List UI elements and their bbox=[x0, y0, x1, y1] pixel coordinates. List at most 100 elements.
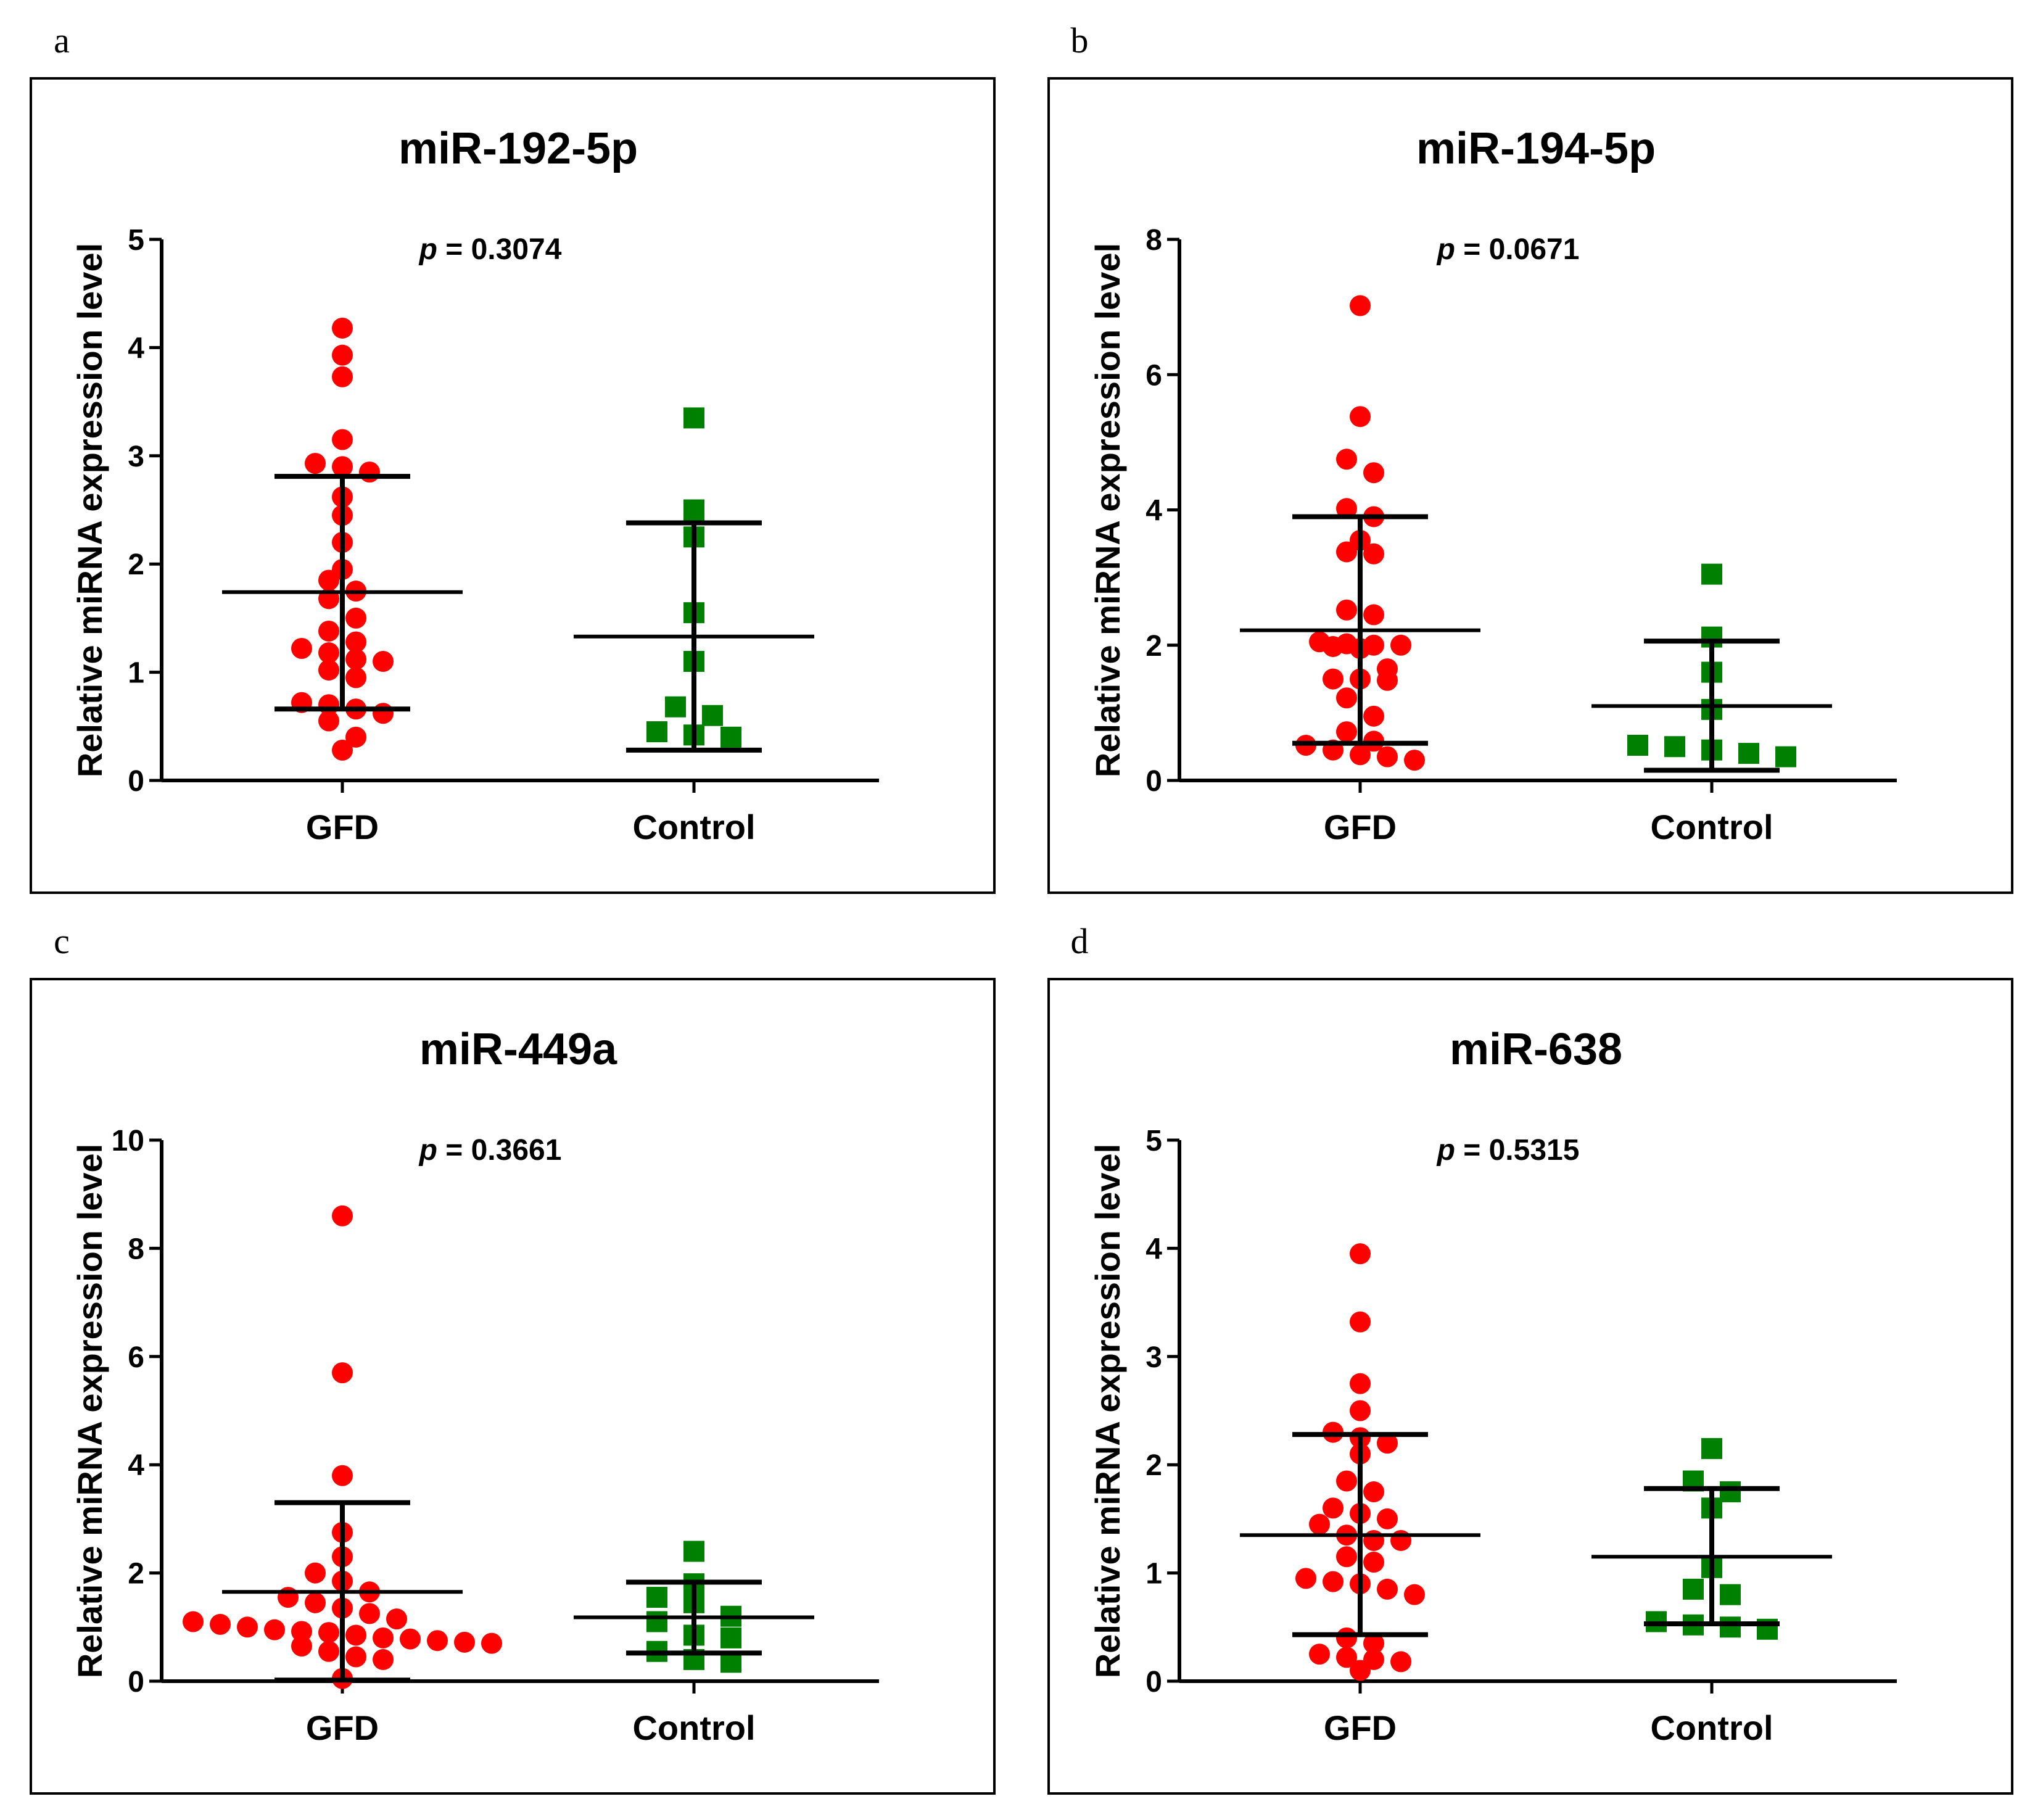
data-point bbox=[1363, 1529, 1384, 1551]
data-point bbox=[318, 1640, 339, 1662]
data-point bbox=[720, 1627, 741, 1648]
data-point bbox=[1336, 687, 1357, 709]
data-point bbox=[373, 1627, 394, 1648]
data-point bbox=[481, 1632, 502, 1654]
data-point bbox=[305, 1592, 326, 1613]
p-value-symbol: p bbox=[1436, 1134, 1455, 1167]
data-point bbox=[345, 726, 366, 748]
y-tick-label: 2 bbox=[1145, 1449, 1162, 1482]
panel-letter: c bbox=[54, 921, 70, 961]
data-point bbox=[1775, 746, 1796, 767]
data-point bbox=[1323, 1571, 1344, 1592]
y-axis-label: Relative miRNA expression level bbox=[1088, 243, 1127, 777]
data-point bbox=[1323, 668, 1344, 690]
data-point bbox=[400, 1628, 421, 1650]
y-tick-label: 10 bbox=[112, 1125, 144, 1157]
data-point bbox=[683, 499, 704, 521]
data-point bbox=[1336, 1647, 1357, 1668]
data-point bbox=[291, 1621, 312, 1642]
data-point bbox=[332, 366, 353, 387]
data-point bbox=[318, 660, 339, 681]
y-tick-label: 0 bbox=[1145, 765, 1162, 798]
data-point bbox=[1720, 1616, 1741, 1638]
data-point bbox=[1627, 734, 1648, 756]
y-axis-label: Relative miRNA expression level bbox=[70, 1144, 109, 1678]
series-gfd bbox=[222, 317, 463, 761]
data-point bbox=[318, 710, 339, 732]
chart-title: miR-194-5p bbox=[1416, 124, 1656, 173]
data-point bbox=[1701, 563, 1722, 585]
y-axis-label: Relative miRNA expression level bbox=[70, 243, 109, 777]
data-point bbox=[1377, 1508, 1398, 1529]
y-tick-label: 3 bbox=[128, 441, 144, 473]
data-point bbox=[1363, 705, 1384, 727]
data-point bbox=[278, 1587, 299, 1608]
data-point bbox=[1404, 1584, 1425, 1605]
data-point bbox=[1350, 295, 1371, 316]
p-value-text: = 0.5315 bbox=[1455, 1134, 1580, 1167]
y-tick-label: 6 bbox=[128, 1341, 144, 1374]
y-tick-label: 2 bbox=[1145, 630, 1162, 663]
data-point bbox=[332, 456, 353, 478]
data-point bbox=[332, 344, 353, 366]
data-point bbox=[373, 703, 394, 724]
panel-frame bbox=[1047, 978, 2013, 1795]
y-tick-label: 8 bbox=[1145, 224, 1162, 257]
data-point bbox=[646, 1587, 667, 1608]
data-point bbox=[237, 1616, 258, 1638]
x-tick-label: Control bbox=[1650, 808, 1773, 846]
data-point bbox=[427, 1630, 448, 1652]
data-point bbox=[720, 726, 741, 748]
series-control bbox=[574, 1541, 814, 1673]
data-point bbox=[332, 1205, 353, 1226]
data-point bbox=[318, 1622, 339, 1644]
y-tick-label: 0 bbox=[1145, 1666, 1162, 1698]
data-point bbox=[1350, 406, 1371, 428]
y-tick-label: 2 bbox=[128, 548, 144, 581]
data-point bbox=[1363, 1552, 1384, 1573]
data-point bbox=[1336, 633, 1357, 655]
data-point bbox=[646, 721, 667, 743]
data-point bbox=[318, 694, 339, 716]
x-tick-label: GFD bbox=[306, 808, 379, 846]
y-tick-label: 5 bbox=[128, 224, 144, 257]
data-point bbox=[683, 407, 704, 429]
data-point bbox=[345, 1646, 366, 1668]
p-value-annotation: p = 0.0671 bbox=[1436, 233, 1580, 266]
panels: a miR-192-5p p = 0.3074 Relative miRNA expr… bbox=[30, 20, 2013, 1795]
panel-d: d miR-638 p = 0.5315 Relative miRNA express… bbox=[1047, 921, 2013, 1795]
data-point bbox=[359, 461, 380, 483]
data-point bbox=[1377, 1578, 1398, 1600]
data-point bbox=[1336, 599, 1357, 621]
data-point bbox=[345, 607, 366, 629]
series-control bbox=[1591, 563, 1832, 773]
y-tick-label: 3 bbox=[1145, 1341, 1162, 1374]
panel-letter: d bbox=[1071, 921, 1089, 961]
data-point bbox=[1336, 498, 1357, 519]
data-point bbox=[1390, 1529, 1411, 1551]
data-point bbox=[332, 1465, 353, 1486]
series-control bbox=[1591, 1437, 1832, 1640]
data-point bbox=[1350, 1400, 1371, 1421]
series-gfd bbox=[1240, 295, 1480, 771]
data-point bbox=[1336, 1470, 1357, 1492]
data-point bbox=[1363, 634, 1384, 656]
data-point bbox=[1336, 449, 1357, 470]
data-point bbox=[1363, 543, 1384, 565]
x-tick-label: GFD bbox=[1324, 1708, 1397, 1747]
data-point bbox=[291, 638, 312, 660]
data-point bbox=[1404, 750, 1425, 771]
data-point bbox=[264, 1619, 285, 1640]
p-value-annotation: p = 0.3661 bbox=[418, 1134, 562, 1167]
data-point bbox=[665, 696, 686, 718]
y-tick-label: 8 bbox=[128, 1233, 144, 1265]
y-tick-label: 5 bbox=[1145, 1125, 1162, 1157]
p-value-annotation: p = 0.3074 bbox=[418, 233, 562, 266]
data-point bbox=[373, 651, 394, 672]
panel-letter: b bbox=[1071, 20, 1089, 60]
y-tick-label: 0 bbox=[128, 765, 144, 798]
x-tick-label: GFD bbox=[1324, 808, 1397, 846]
y-tick-label: 4 bbox=[1145, 495, 1162, 527]
series-control bbox=[574, 407, 814, 753]
data-point bbox=[305, 1562, 326, 1584]
